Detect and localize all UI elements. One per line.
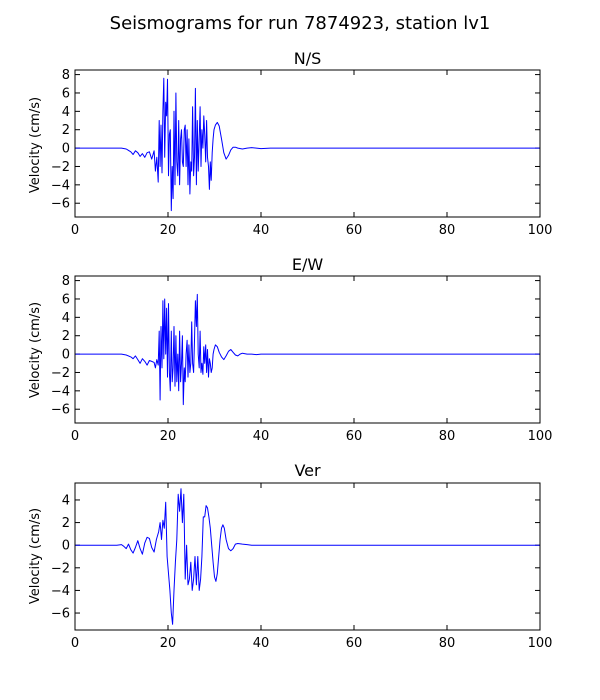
y-tick-label-ew: −2 [51,366,70,381]
y-axis-label-ns: Velocity (cm/s) [28,97,43,193]
y-tick-label-ns: −4 [51,178,70,193]
x-tick-label-ns: 100 [528,223,553,238]
panel-title-ns: N/S [294,49,322,68]
y-axis-label-ew: Velocity (cm/s) [28,302,43,398]
y-tick-label-ns: 8 [62,68,70,83]
y-tick-label-ew: 6 [62,292,70,307]
y-tick-label-ver: −2 [51,561,70,576]
x-tick-label-ew: 100 [528,429,553,444]
figure-title: Seismograms for run 7874923, station lv1 [110,13,491,34]
y-tick-label-ew: 2 [62,329,70,344]
panel-title-ew: E/W [292,255,324,274]
y-axis-label-ver: Velocity (cm/s) [28,508,43,604]
y-tick-label-ver: −4 [51,584,70,599]
y-tick-label-ew: 8 [62,274,70,289]
panel-ew: E/W Velocity (cm/s) 0 20 40 60 80 100 −6 −4 −2 0 2… [28,255,552,444]
plot-frame-ew [74,275,541,424]
x-tick-label-ns: 60 [346,223,363,238]
y-tick-label-ver: −6 [51,607,70,622]
y-tick-label-ns: −2 [51,160,70,175]
x-tick-label-ver: 40 [253,636,270,651]
plot-frame-ns [74,69,541,218]
x-tick-label-ew: 0 [71,429,79,444]
y-tick-label-ver: 0 [62,539,70,554]
x-tick-label-ns: 20 [160,223,177,238]
y-tick-label-ns: 0 [62,142,70,157]
ticks-ver: 0 20 40 60 80 100 −6 −4 −2 0 2 4 [51,483,553,651]
x-tick-label-ew: 20 [160,429,177,444]
x-tick-label-ns: 80 [439,223,456,238]
x-tick-label-ew: 40 [253,429,270,444]
x-tick-label-ew: 60 [346,429,363,444]
y-tick-label-ew: 0 [62,348,70,363]
x-tick-label-ver: 0 [71,636,79,651]
x-tick-label-ver: 60 [346,636,363,651]
y-tick-label-ew: −4 [51,384,70,399]
y-tick-label-ver: 2 [62,516,70,531]
x-tick-label-ver: 100 [528,636,553,651]
y-tick-label-ew: 4 [62,311,70,326]
y-tick-label-ns: −6 [51,197,70,212]
ticks-ew: 0 20 40 60 80 100 −6 −4 −2 0 2 4 6 8 [51,274,553,444]
y-tick-label-ns: 4 [62,105,70,120]
x-tick-label-ns: 0 [71,223,79,238]
trace-ver [75,488,540,625]
x-tick-label-ver: 80 [439,636,456,651]
y-tick-label-ver: 4 [62,493,70,508]
trace-ew [75,293,540,406]
panel-title-ver: Ver [294,461,321,480]
plot-frame-ver [74,482,541,631]
x-tick-label-ns: 40 [253,223,270,238]
y-tick-label-ns: 6 [62,86,70,101]
y-tick-label-ew: −6 [51,403,70,418]
x-tick-label-ver: 20 [160,636,177,651]
panel-ns: N/S Velocity (cm/s) 0 20 40 60 80 100 −6 −4 −2 0 2… [28,49,552,238]
trace-ns [75,77,540,212]
panel-ver: Ver Velocity (cm/s) 0 20 40 60 80 100 −6 −4 −2 0 2… [28,461,552,651]
y-tick-label-ns: 2 [62,123,70,138]
x-tick-label-ew: 80 [439,429,456,444]
ticks-ns: 0 20 40 60 80 100 −6 −4 −2 0 2 4 6 8 [51,68,553,238]
